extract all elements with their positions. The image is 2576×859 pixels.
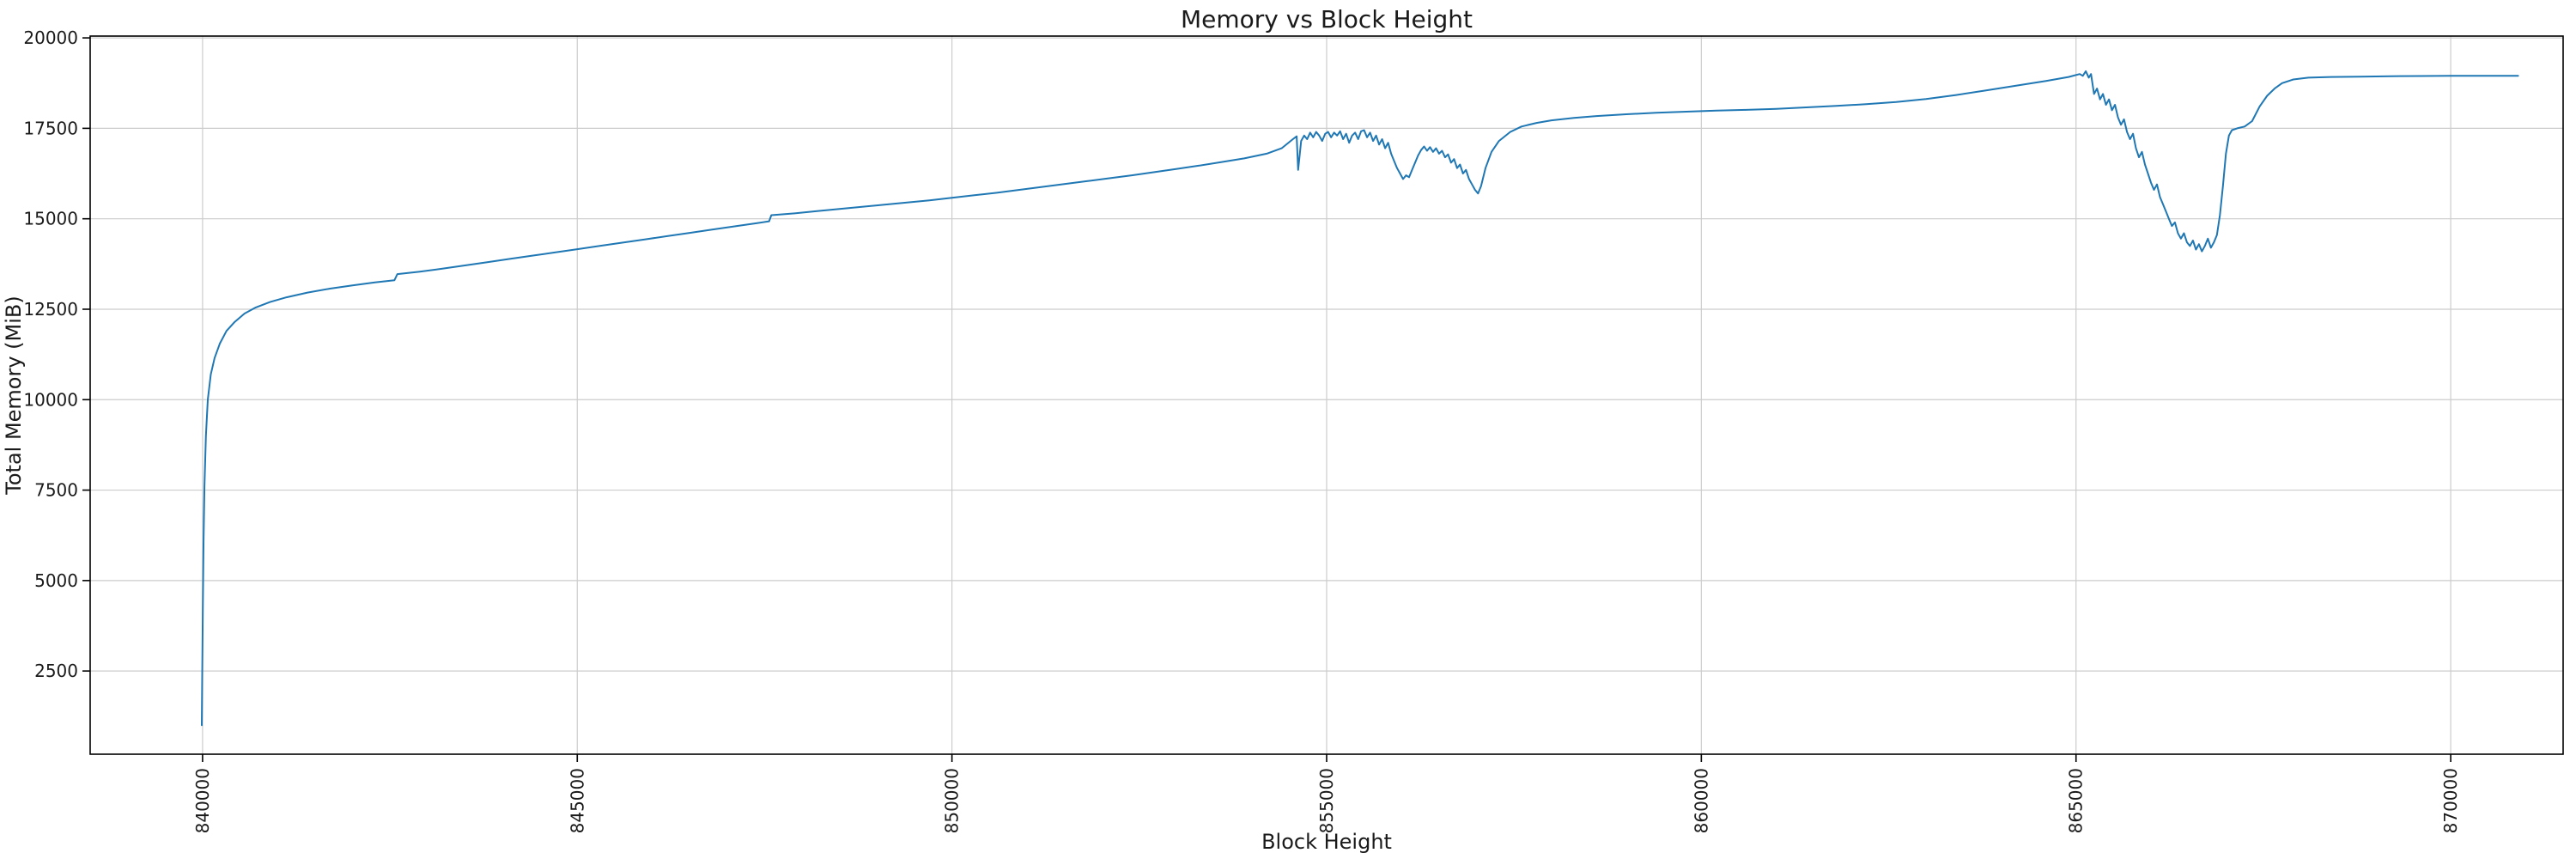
- x-tick-label: 840000: [192, 768, 213, 833]
- x-tick-label: 850000: [942, 768, 963, 833]
- x-tick-label: 865000: [2066, 768, 2087, 833]
- y-tick-label: 7500: [34, 480, 78, 501]
- y-tick-label: 20000: [23, 27, 78, 48]
- x-tick-label: 855000: [1316, 768, 1337, 833]
- y-tick-label: 17500: [23, 118, 78, 138]
- y-tick-label: 15000: [23, 209, 78, 229]
- y-tick-label: 12500: [23, 299, 78, 320]
- x-tick-label: 870000: [2440, 768, 2461, 833]
- y-tick-label: 2500: [34, 661, 78, 681]
- x-axis-label: Block Height: [1261, 830, 1392, 854]
- y-tick-label: 10000: [23, 389, 78, 410]
- y-axis-label: Total Memory (MiB): [2, 295, 26, 495]
- memory-line: [201, 70, 2519, 727]
- chart-title: Memory vs Block Height: [1181, 5, 1473, 34]
- x-tick-label: 845000: [567, 768, 587, 833]
- x-tick-label: 860000: [1691, 768, 1711, 833]
- y-tick-label: 5000: [34, 570, 78, 591]
